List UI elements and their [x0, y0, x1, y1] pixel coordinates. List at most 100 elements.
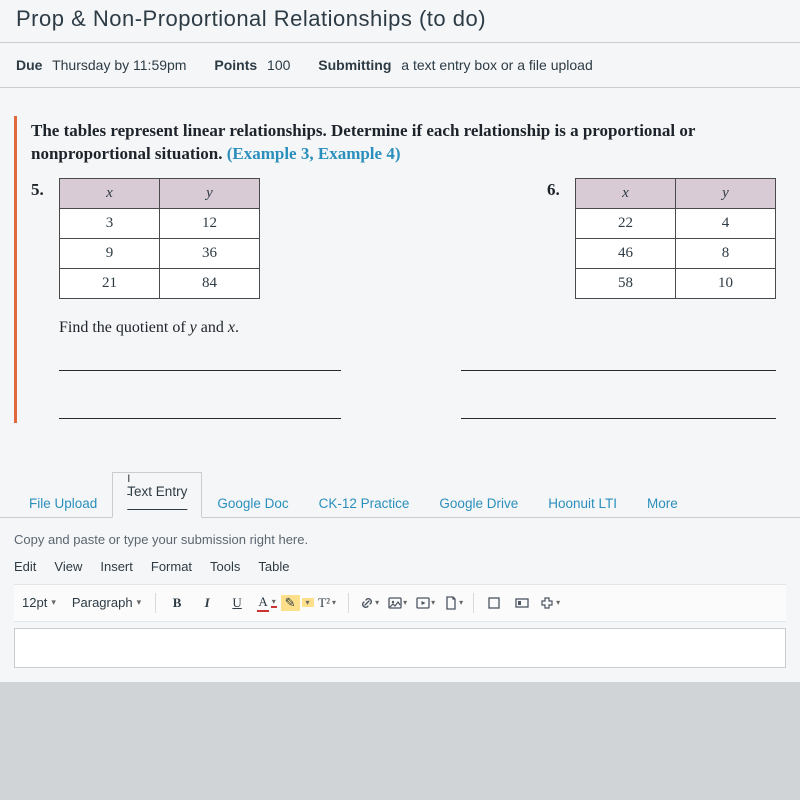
apps-button[interactable]: [510, 592, 534, 614]
prompt-text: .: [235, 319, 239, 336]
chevron-down-icon: ▾: [302, 598, 314, 607]
table-cell: 84: [160, 268, 260, 298]
underline-button[interactable]: U: [224, 591, 250, 615]
font-size-value: 12pt: [22, 595, 47, 610]
plugin-button[interactable]: ▾: [538, 592, 562, 614]
tab-text-entry-label: Text Entry: [127, 484, 187, 499]
prompt-var-y: y: [190, 319, 197, 336]
rte-menu-table[interactable]: Table: [258, 559, 289, 574]
table-header-y: y: [160, 178, 260, 208]
due-label: Due: [16, 57, 42, 73]
text-entry-editor[interactable]: [14, 628, 786, 668]
chevron-down-icon: ▾: [431, 598, 435, 607]
superscript-button[interactable]: T²▾: [314, 591, 340, 615]
image-icon: [387, 595, 403, 611]
table-header-x: x: [576, 178, 676, 208]
image-button[interactable]: ▾: [385, 592, 409, 614]
instruction-block: The tables represent linear relationship…: [14, 116, 786, 423]
chevron-down-icon: ▾: [403, 598, 407, 607]
table-cell: 46: [576, 238, 676, 268]
example-link[interactable]: (Example 3, Example 4): [227, 144, 401, 163]
chevron-down-icon: ▾: [459, 598, 463, 607]
tab-hoonuit[interactable]: Hoonuit LTI: [533, 487, 632, 518]
prompt-var-x: x: [228, 319, 235, 336]
problem-6: 6. x y 224 468 5810: [547, 178, 776, 299]
rte-menu-format[interactable]: Format: [151, 559, 192, 574]
tab-google-drive[interactable]: Google Drive: [424, 487, 533, 518]
toolbar-divider: [155, 593, 156, 613]
bold-button[interactable]: B: [164, 591, 190, 615]
chevron-down-icon: ▾: [137, 597, 142, 608]
answer-line: [461, 353, 776, 371]
font-size-select[interactable]: 12pt ▾: [16, 593, 62, 612]
document-button[interactable]: ▾: [441, 592, 465, 614]
table-cell: 10: [676, 268, 776, 298]
link-button[interactable]: ▾: [357, 592, 381, 614]
rte-menu-insert[interactable]: Insert: [100, 559, 133, 574]
table-cell: 22: [576, 208, 676, 238]
paragraph-value: Paragraph: [72, 595, 133, 610]
submitting-label: Submitting: [318, 57, 391, 73]
answer-line: [59, 401, 341, 419]
media-button[interactable]: ▾: [413, 592, 437, 614]
page-title: Prop & Non-Proportional Relationships (t…: [0, 0, 800, 43]
table-cell: 12: [160, 208, 260, 238]
link-icon: [359, 595, 375, 611]
highlight-button[interactable]: ✎▾: [284, 591, 310, 615]
prompt-text: and: [197, 319, 228, 336]
rte-menu-tools[interactable]: Tools: [210, 559, 240, 574]
document-icon: [443, 595, 459, 611]
problem-6-number: 6.: [547, 178, 565, 200]
italic-button[interactable]: I: [194, 591, 220, 615]
problem-5: 5. x y 312 936 2184: [31, 178, 260, 299]
apps-icon: [514, 595, 530, 611]
table-cell: 36: [160, 238, 260, 268]
paragraph-style-select[interactable]: Paragraph ▾: [66, 593, 147, 612]
tab-ck12[interactable]: CK-12 Practice: [304, 487, 425, 518]
chevron-down-icon: ▾: [271, 597, 277, 608]
tab-file-upload[interactable]: File Upload: [14, 487, 112, 518]
submission-panel: Copy and paste or type your submission r…: [0, 517, 800, 682]
submitting-value: a text entry box or a file upload: [401, 57, 592, 73]
rte-menu-view[interactable]: View: [54, 559, 82, 574]
answer-line: [59, 353, 341, 371]
media-icon: [415, 595, 431, 611]
table-cell: 8: [676, 238, 776, 268]
chevron-down-icon: ▾: [51, 597, 56, 608]
table-header-y: y: [676, 178, 776, 208]
due-value: Thursday by 11:59pm: [52, 57, 186, 73]
superscript-label: T²: [318, 595, 330, 611]
answer-line: [461, 401, 776, 419]
submission-tabs: File Upload I Text Entry Google Doc CK-1…: [0, 447, 800, 517]
tab-more[interactable]: More: [632, 487, 693, 518]
chevron-down-icon: ▾: [375, 598, 379, 607]
problem-6-table: x y 224 468 5810: [575, 178, 776, 299]
toolbar-divider: [348, 593, 349, 613]
table-header-x: x: [60, 178, 160, 208]
table-cell: 58: [576, 268, 676, 298]
insert-icon: [486, 595, 502, 611]
points-value: 100: [267, 57, 290, 73]
tab-text-entry[interactable]: I Text Entry: [112, 472, 202, 518]
points-label: Points: [214, 57, 257, 73]
rte-menubar: Edit View Insert Format Tools Table: [14, 559, 786, 574]
text-color-button[interactable]: A▾: [254, 591, 280, 615]
rte-menu-edit[interactable]: Edit: [14, 559, 36, 574]
problem-5-number: 5.: [31, 178, 49, 200]
chevron-down-icon: ▾: [332, 598, 336, 607]
tab-google-doc[interactable]: Google Doc: [202, 487, 303, 518]
toolbar-divider: [473, 593, 474, 613]
text-color-label: A: [257, 594, 268, 612]
table-cell: 3: [60, 208, 160, 238]
submission-hint: Copy and paste or type your submission r…: [14, 532, 786, 547]
assignment-body: The tables represent linear relationship…: [0, 88, 800, 447]
table-cell: 4: [676, 208, 776, 238]
table-cell: 9: [60, 238, 160, 268]
find-quotient-prompt: Find the quotient of y and x.: [59, 319, 786, 337]
plugin-icon: [540, 595, 556, 611]
table-cell: 21: [60, 268, 160, 298]
insert-button[interactable]: [482, 592, 506, 614]
assignment-meta: Due Thursday by 11:59pm Points 100 Submi…: [0, 43, 800, 88]
highlight-icon: ✎: [281, 595, 300, 611]
chevron-down-icon: ▾: [556, 598, 560, 607]
